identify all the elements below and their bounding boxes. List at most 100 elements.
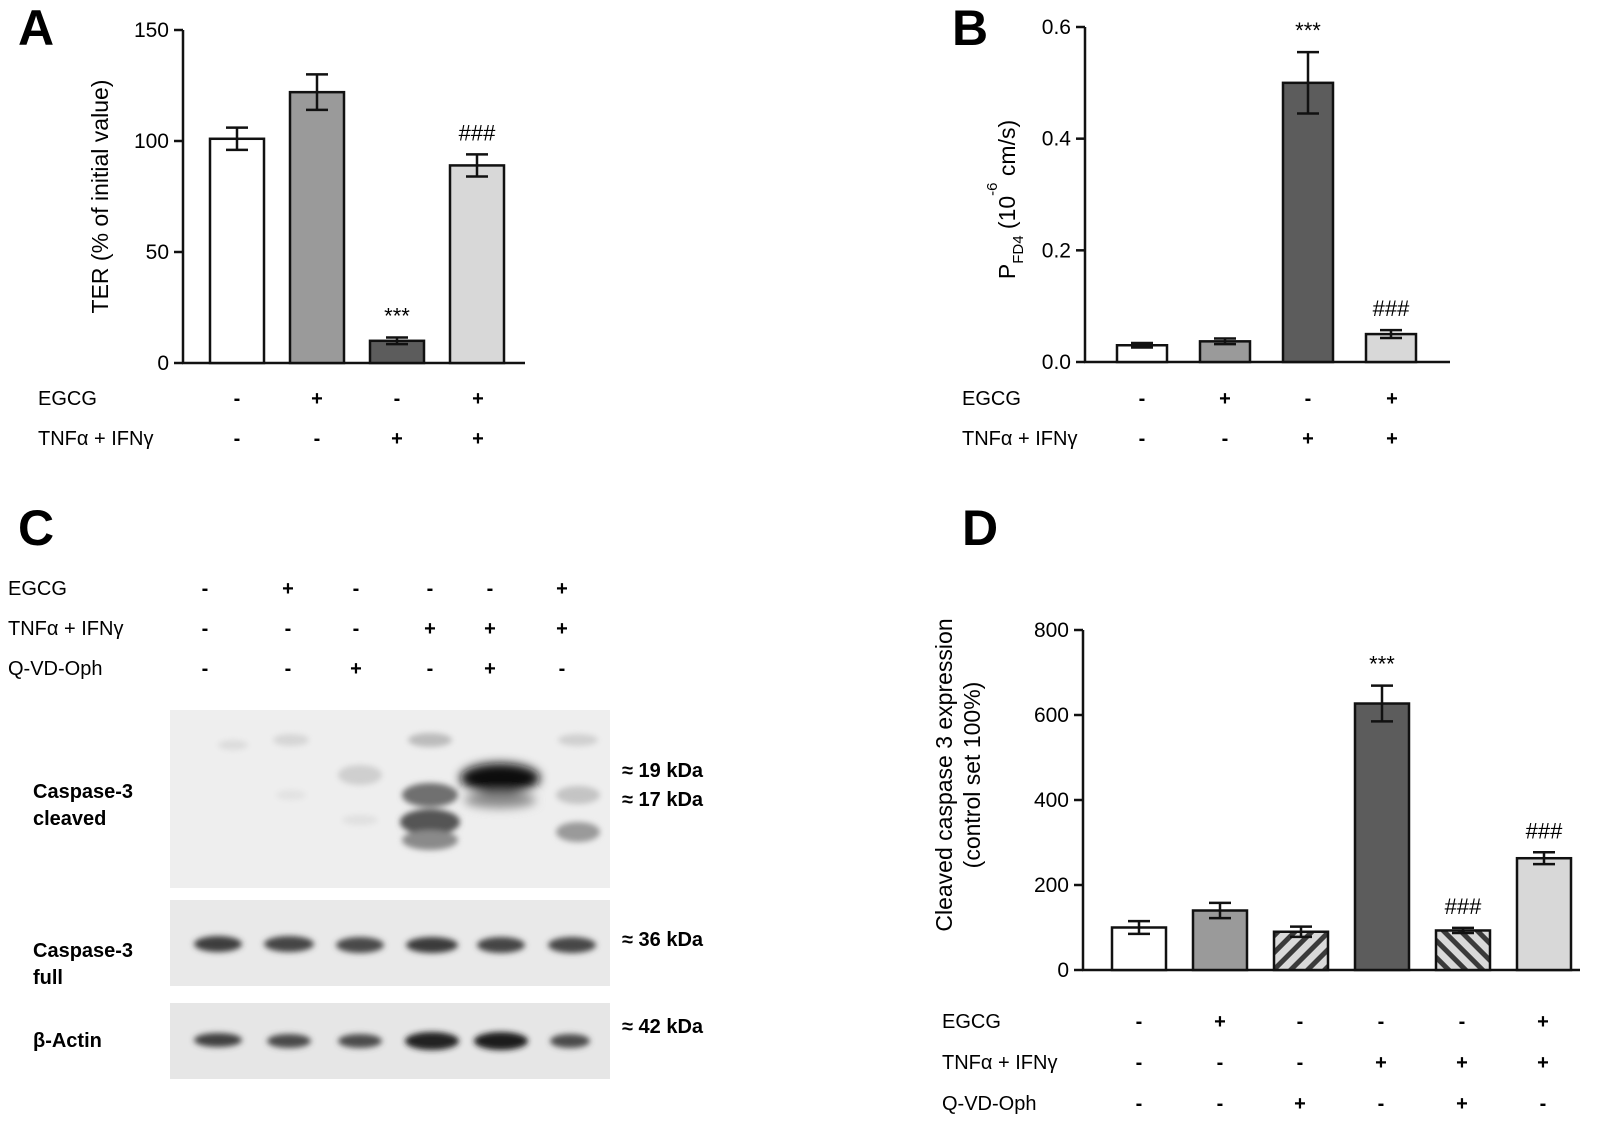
bar — [1191, 909, 1249, 972]
significance-label: ### — [1373, 296, 1410, 321]
condition-mark: - — [285, 658, 292, 680]
condition-mark: - — [1378, 1011, 1385, 1033]
bar — [1281, 81, 1335, 364]
condition-row-label: EGCG — [8, 578, 67, 600]
y-tick-label: 0.4 — [1042, 128, 1072, 151]
y-axis-label-line1: Cleaved caspase 3 expression — [931, 618, 957, 931]
condition-mark: - — [1297, 1052, 1304, 1074]
kda-42: ≈ 42 kDa — [622, 1016, 704, 1038]
condition-mark: - — [1540, 1093, 1547, 1115]
y-tick-label: 600 — [1034, 704, 1069, 727]
panel-letter-a: A — [18, 0, 54, 56]
y-tick-label: 0.2 — [1042, 239, 1071, 262]
panel-letter-b: B — [952, 0, 988, 56]
condition-mark: + — [1537, 1011, 1549, 1033]
condition-mark: - — [202, 578, 209, 600]
condition-mark: - — [427, 658, 434, 680]
condition-mark: - — [202, 618, 209, 640]
condition-mark: + — [424, 618, 436, 640]
condition-mark: - — [234, 428, 241, 450]
y-tick-label: 50 — [146, 241, 169, 264]
bar — [1434, 929, 1492, 972]
y-tick-label: 150 — [134, 19, 169, 42]
condition-mark: - — [1459, 1011, 1466, 1033]
condition-mark: - — [1297, 1011, 1304, 1033]
y-tick-label: 0 — [157, 352, 169, 375]
y-axis-label-line2: (control set 100%) — [959, 682, 985, 869]
condition-mark: + — [1456, 1052, 1468, 1074]
y-tick-label: 400 — [1034, 789, 1069, 812]
condition-mark: + — [1219, 388, 1231, 410]
blot-membrane-cleaved — [170, 710, 610, 888]
condition-row-label: TNFα + IFNγ — [38, 428, 153, 450]
significance-label: *** — [1369, 652, 1395, 677]
condition-mark: - — [1136, 1052, 1143, 1074]
condition-mark: - — [285, 618, 292, 640]
condition-mark: - — [1378, 1093, 1385, 1115]
y-axis-label-part: P — [994, 264, 1020, 279]
condition-mark: + — [1375, 1052, 1387, 1074]
condition-row-label: EGCG — [38, 388, 97, 410]
panel-letter-c: C — [18, 500, 54, 556]
condition-mark: - — [234, 388, 241, 410]
condition-mark: - — [1136, 1011, 1143, 1033]
condition-mark: - — [559, 658, 566, 680]
western-blot: Caspase-3 cleaved Caspase-3 full β-Actin… — [33, 710, 704, 1079]
significance-label: ### — [1445, 894, 1482, 919]
condition-mark: + — [282, 578, 294, 600]
condition-mark: - — [1217, 1052, 1224, 1074]
y-tick-label: 0.0 — [1042, 351, 1071, 374]
condition-mark: - — [1136, 1093, 1143, 1115]
condition-mark: - — [1139, 388, 1146, 410]
blot-label-full-1: Caspase-3 — [33, 940, 133, 962]
bar — [1515, 856, 1573, 972]
significance-label: ### — [1526, 818, 1563, 843]
condition-mark: - — [353, 578, 360, 600]
chart-a: 0 50 100 150 TER (% of initial value) *** ### — [87, 19, 525, 375]
condition-row-label: EGCG — [962, 388, 1021, 410]
condition-mark: + — [472, 388, 484, 410]
y-tick-label: 100 — [134, 130, 169, 153]
condition-mark: + — [1386, 388, 1398, 410]
condition-mark: - — [427, 578, 434, 600]
significance-label: ### — [459, 120, 496, 145]
blot-label-actin: β-Actin — [33, 1030, 102, 1052]
condition-mark: - — [1222, 428, 1229, 450]
condition-row-label: TNFα + IFNγ — [962, 428, 1077, 450]
chart-b: 0.0 0.2 0.4 0.6 PFD4 (10-6 cm/s) *** ### — [984, 16, 1450, 374]
condition-row-label: TNFα + IFNγ — [8, 618, 123, 640]
bar — [208, 137, 266, 365]
condition-mark: + — [311, 388, 323, 410]
condition-tables: EGCG - + - + TNFα + IFNγ - - + + EGCG - + - + TNFα + IF… — [8, 388, 1549, 1115]
condition-mark: - — [1305, 388, 1312, 410]
kda-17: ≈ 17 kDa — [622, 789, 704, 811]
kda-36: ≈ 36 kDa — [622, 929, 704, 951]
blot-bands-full — [194, 936, 596, 953]
y-axis-label: PFD4 (10-6 cm/s) — [984, 120, 1027, 279]
y-axis-label: TER (% of initial value) — [87, 80, 113, 314]
condition-mark: + — [1537, 1052, 1549, 1074]
condition-mark: + — [1456, 1093, 1468, 1115]
condition-mark: - — [202, 658, 209, 680]
chart-d: 0 200 400 600 800 Cleaved caspase 3 expressio… — [931, 618, 1580, 982]
condition-mark: + — [1302, 428, 1314, 450]
y-tick-label: 0.6 — [1042, 16, 1071, 39]
condition-mark: + — [1294, 1093, 1306, 1115]
blot-bands-actin — [194, 1032, 590, 1050]
condition-mark: + — [1386, 428, 1398, 450]
blot-label-full-2: full — [33, 967, 63, 989]
blot-bands-cleaved — [218, 733, 600, 850]
condition-mark: + — [391, 428, 403, 450]
condition-mark: + — [556, 618, 568, 640]
condition-mark: - — [1217, 1093, 1224, 1115]
condition-mark: - — [353, 618, 360, 640]
bar — [288, 90, 346, 365]
condition-mark: + — [1214, 1011, 1226, 1033]
blot-label-cleaved-2: cleaved — [33, 808, 106, 830]
condition-mark: + — [556, 578, 568, 600]
y-tick-label: 800 — [1034, 619, 1069, 642]
bar — [1353, 702, 1411, 972]
blot-label-cleaved-1: Caspase-3 — [33, 781, 133, 803]
